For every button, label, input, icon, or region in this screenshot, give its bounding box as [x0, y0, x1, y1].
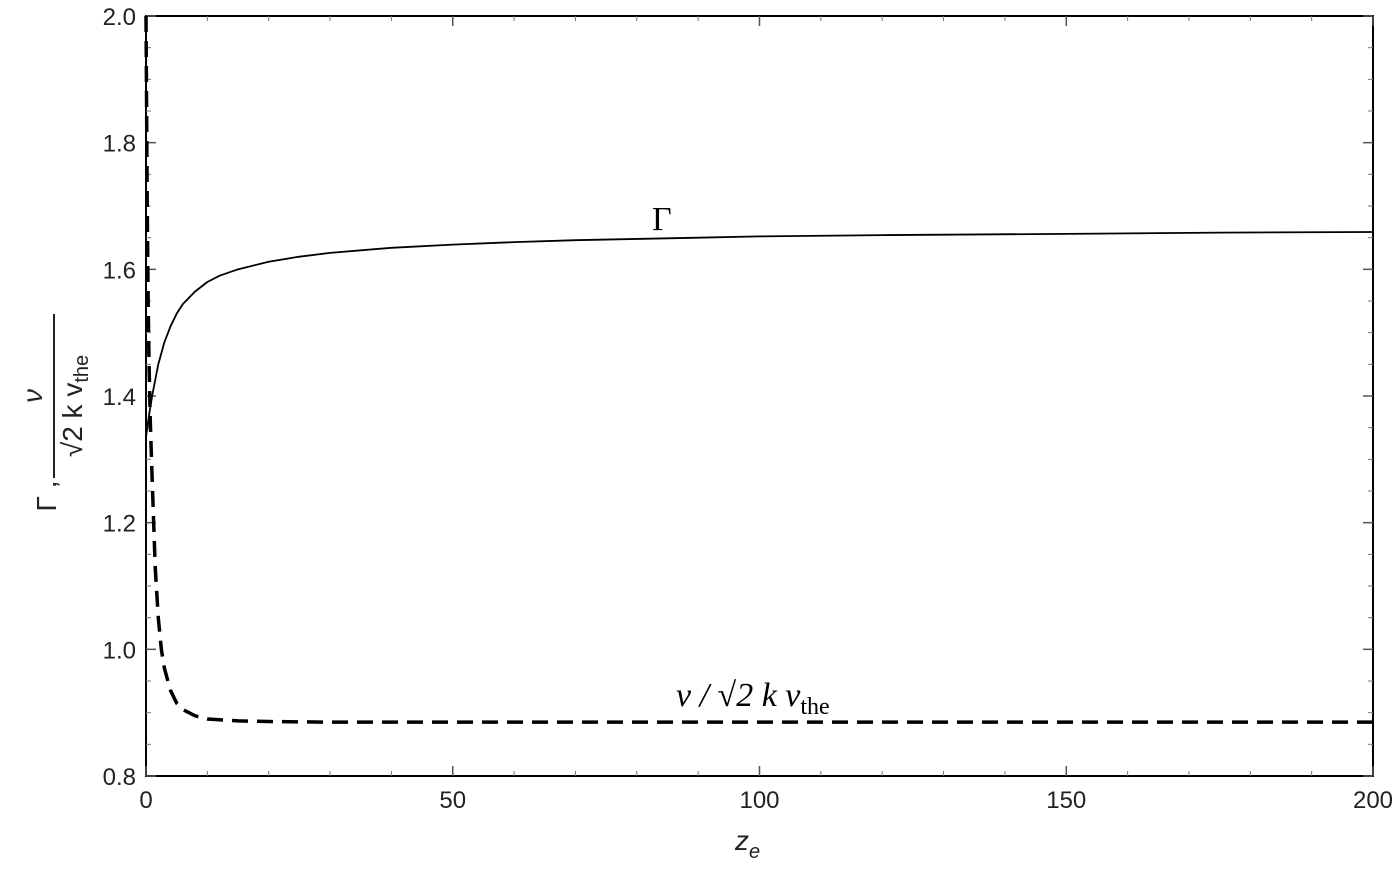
y-axis-label: Γ , ν √2 k vthe [17, 314, 93, 511]
y-tick-labels: 0.8 1.0 1.2 1.4 1.6 1.8 2.0 [103, 4, 136, 791]
series-gamma-line [145, 231, 1374, 438]
x-tick-label: 200 [1353, 787, 1393, 814]
x-tick-label: 0 [139, 787, 152, 814]
y-axis-label-denominator-main: √2 k v [57, 383, 88, 458]
ticks [145, 15, 1374, 777]
y-axis-label-prefix: Γ , [31, 481, 62, 512]
y-tick-label: 1.2 [103, 511, 136, 538]
y-tick-label: 1.4 [103, 384, 136, 411]
x-axis-label-main: z [734, 825, 749, 856]
annotation-nu-sub: the [800, 694, 829, 720]
y-tick-label: 1.0 [103, 637, 136, 664]
annotation-nu: ν / √2 k vthe [676, 677, 830, 720]
y-axis-label-denominator: √2 k vthe [57, 355, 93, 457]
y-axis-label-numerator: ν [17, 389, 48, 403]
y-tick-label: 2.0 [103, 4, 136, 31]
y-tick-label: 1.8 [103, 131, 136, 158]
y-axis-label-denominator-sub: the [71, 355, 93, 383]
x-axis-label-sub: e [749, 841, 760, 863]
y-tick-label: 0.8 [103, 764, 136, 791]
x-tick-label: 150 [1046, 787, 1086, 814]
series-nu-line [144, 15, 1373, 724]
x-tick-label: 100 [739, 787, 779, 814]
series-group [144, 15, 1374, 724]
x-tick-label: 50 [439, 787, 466, 814]
annotation-gamma: Γ [652, 201, 672, 238]
y-tick-label: 1.6 [103, 257, 136, 284]
plot-frame [145, 15, 1374, 777]
annotation-nu-main: ν / √2 k v [676, 677, 801, 714]
x-tick-labels: 0 50 100 150 200 [139, 787, 1393, 814]
x-axis-label: ze [734, 825, 760, 863]
